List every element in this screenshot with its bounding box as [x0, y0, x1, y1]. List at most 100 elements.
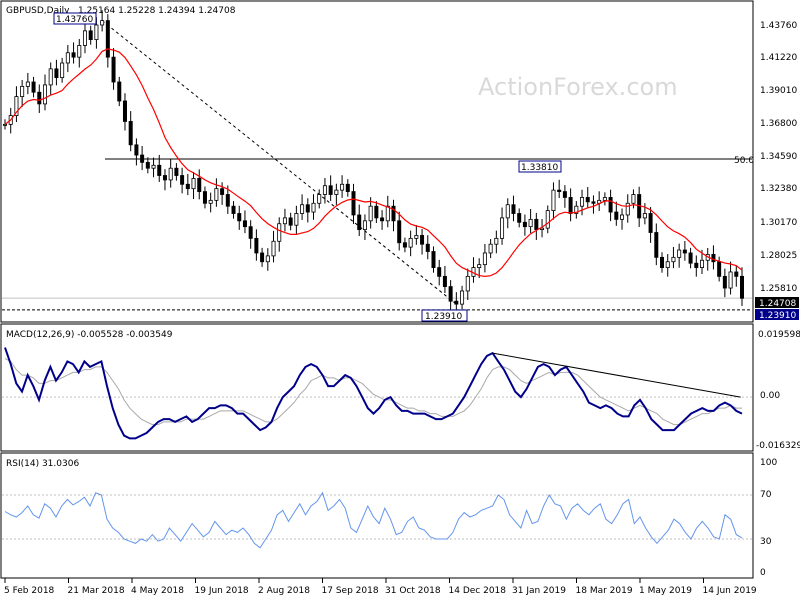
candle-body [25, 81, 30, 87]
candle [442, 265, 447, 294]
watermark: ActionForex.com [478, 73, 678, 101]
candle [580, 189, 585, 216]
candle-body [100, 20, 105, 26]
candle-body [282, 217, 287, 225]
candle [522, 214, 527, 236]
candle-body [42, 84, 47, 105]
candle-body [642, 213, 647, 219]
macd-label: MACD(12,26,9) -0.005528 -0.003549 [6, 330, 173, 340]
candle [168, 159, 173, 188]
candle-body [248, 226, 253, 239]
candle [42, 74, 47, 111]
high-label-box [53, 12, 97, 25]
price-tick: 1.41220 [760, 53, 797, 63]
candle-body [374, 205, 379, 219]
rsi-tick: 100 [760, 458, 777, 468]
candle-body [625, 202, 630, 216]
candle-body [437, 267, 442, 277]
candle [128, 111, 133, 152]
candle [140, 145, 145, 171]
high-label: 1.43760 [56, 15, 93, 25]
candle [648, 207, 653, 243]
candle-body [162, 175, 167, 181]
ohlc-label: 1.25164 1.25228 1.24394 1.24708 [78, 6, 236, 16]
candle-body [665, 261, 670, 268]
candle [317, 189, 322, 209]
candle-body [397, 220, 402, 244]
candle [528, 208, 533, 234]
candle [185, 173, 190, 196]
candle [488, 239, 493, 259]
candle [665, 253, 670, 277]
candle-body [654, 232, 659, 258]
candle-body [317, 194, 322, 204]
candle [48, 62, 53, 96]
x-tick-label: 17 Sep 2018 [322, 586, 379, 596]
candle-body [631, 194, 636, 204]
candle [585, 187, 590, 209]
candle-body [431, 251, 436, 268]
candle [700, 249, 705, 275]
x-tick-label: 31 Jan 2019 [512, 586, 566, 596]
candle-body [145, 161, 150, 169]
candle-body [694, 262, 699, 268]
candle-body [722, 275, 727, 289]
candle-body [334, 189, 339, 195]
candle-body [528, 218, 533, 228]
candle [374, 201, 379, 224]
candle-body [425, 243, 430, 252]
candle-body [134, 144, 139, 156]
candle [328, 175, 333, 201]
candle-body [522, 221, 527, 228]
candle [77, 39, 82, 68]
candle-body [448, 286, 453, 302]
candle [225, 185, 230, 214]
candle-body [454, 300, 459, 305]
candle-body [620, 214, 625, 220]
candle-body [728, 271, 733, 289]
candle-body [260, 252, 265, 263]
candle [202, 186, 207, 209]
candle-body [111, 56, 116, 83]
candle-body [94, 24, 99, 41]
candle [271, 230, 276, 263]
candle [340, 175, 345, 198]
candle [117, 76, 122, 107]
x-tick-label: 19 Jun 2018 [195, 586, 249, 596]
candle [431, 246, 436, 273]
candle [214, 178, 219, 207]
candle-body [574, 205, 579, 214]
candle [311, 194, 316, 220]
price-tick: 1.43760 [760, 21, 797, 31]
candle [100, 10, 105, 32]
candle-body [265, 255, 270, 263]
candle-body [237, 213, 242, 222]
candle-body [71, 52, 76, 58]
candle-body [202, 191, 207, 204]
candle-body [540, 227, 545, 230]
candle-body [408, 237, 413, 248]
candle [208, 192, 213, 213]
candle [305, 198, 310, 223]
candle [265, 248, 270, 271]
candle [351, 183, 356, 225]
candle-body [65, 52, 70, 64]
x-tick-label: 5 Feb 2018 [4, 586, 55, 596]
candle-body [345, 183, 350, 192]
candle [631, 189, 636, 209]
price-panel [0, 0, 754, 323]
candle [505, 198, 510, 229]
candle [437, 259, 442, 286]
candle [197, 169, 202, 200]
candle [180, 167, 185, 194]
candle [408, 230, 413, 257]
candle [608, 189, 613, 222]
candle-body [140, 154, 145, 163]
candle-body [511, 204, 516, 214]
macd-tick: -0.016329 [756, 441, 800, 451]
candle-body [288, 217, 293, 226]
candle-body [362, 220, 367, 230]
candle-body [591, 201, 596, 204]
candle-body [122, 100, 127, 122]
